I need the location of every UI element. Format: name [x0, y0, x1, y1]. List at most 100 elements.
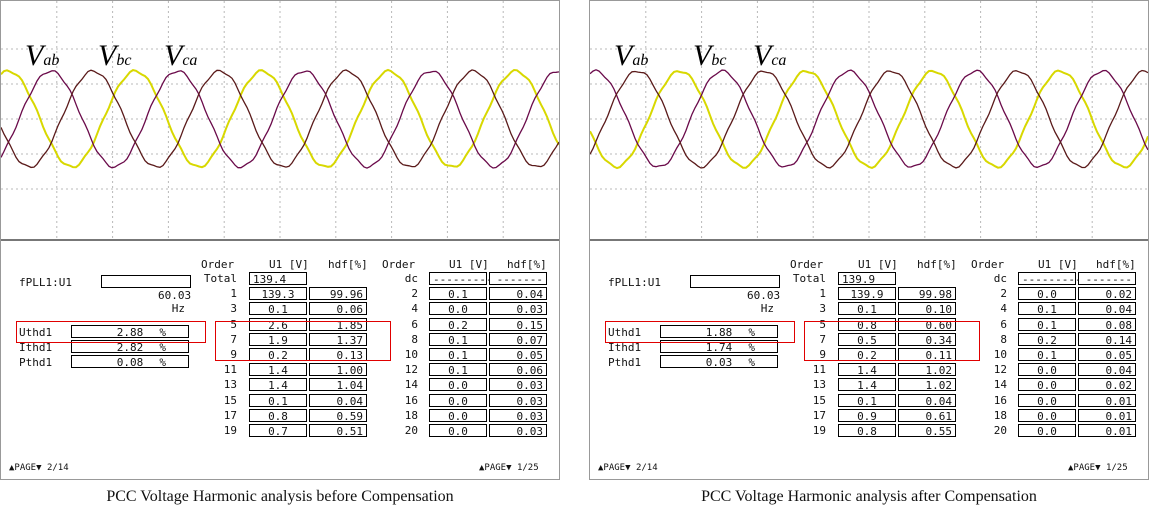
harmonic-u-cell: 0.0: [1018, 363, 1076, 377]
harmonic-u-cell: 0.2: [1018, 332, 1076, 347]
harmonic-u-cell: 1.4: [249, 363, 307, 377]
harmonic-hdf-cell: 0.04: [1078, 363, 1136, 377]
harmonic-u-cell: 0.0: [429, 393, 487, 408]
harmonic-order: 3: [230, 302, 237, 316]
freq-value: 60.03: [746, 289, 781, 302]
series-line-v-bc: [1, 70, 559, 169]
page-right[interactable]: ▲PAGE▼ 1/25: [1068, 463, 1128, 473]
harmonic-u-cell: 0.1: [1018, 317, 1076, 332]
col-hdf-right: hdf[%]: [1096, 258, 1136, 271]
harmonic-hdf-cell: 0.03: [489, 302, 547, 316]
label-vbc: Vbc: [693, 39, 727, 72]
uthd-label: Uthd1: [19, 326, 53, 339]
analysis-panel-before: Vab Vbc Vca fPLL1:U1 60.03 Hz Uthd1 2.88…: [0, 0, 560, 513]
ithd-box: 2.82%: [71, 340, 189, 354]
page-left-num: 2/14: [46, 463, 69, 473]
harmonic-order: 1: [819, 287, 826, 301]
pthd-value: 0.03: [705, 356, 733, 369]
harmonic-u-cell: 0.0: [1018, 287, 1076, 301]
harmonic-u-cell: 0.1: [838, 393, 896, 408]
uthd-unit: %: [748, 326, 755, 339]
series-line-v-ab: [590, 69, 1148, 170]
label-vca: Vca: [164, 39, 198, 72]
measurement-area: fPLL1:U1 60.03 Hz Uthd1 2.88% Ithd1 2.82…: [1, 241, 559, 479]
harmonic-hdf-cell: 0.59: [309, 408, 367, 423]
harmonic-u-cell: 0.5: [838, 332, 896, 347]
harmonic-hdf-cell: 0.04: [489, 287, 547, 301]
page-left-text: PAGE: [603, 463, 626, 473]
harmonic-order: 20: [404, 424, 418, 437]
pthd-box: 0.03%: [660, 355, 778, 369]
harmonic-hdf-cell: 0.03: [489, 408, 547, 423]
harmonic-hdf-cell: 0.06: [309, 302, 367, 316]
harmonic-u-cell: 0.7: [249, 424, 307, 438]
harmonic-u-cell: 0.1: [429, 287, 487, 301]
page-right-num: 1/25: [516, 463, 539, 473]
harmonic-hdf-cell: -------: [1078, 272, 1136, 286]
harmonic-u-cell: 0.0: [1018, 378, 1076, 392]
freq-value-box: 60.03 Hz: [690, 275, 780, 315]
col-u-left: U1 [V]: [858, 258, 898, 271]
harmonic-u-cell: 0.8: [838, 424, 896, 438]
page-left[interactable]: ▲PAGE▼ 2/14: [9, 463, 69, 473]
harmonic-order: 13: [812, 378, 826, 392]
freq-unit: Hz: [760, 302, 774, 315]
page-right-text: PAGE: [484, 463, 507, 473]
harmonic-order: 14: [993, 378, 1007, 392]
harmonic-hdf-cell: 0.51: [309, 424, 367, 438]
harmonic-hdf-cell: -------: [489, 272, 547, 286]
harmonic-order: 18: [993, 408, 1007, 422]
harmonic-u-cell: 0.1: [249, 393, 307, 408]
harmonic-u-cell: 139.3: [249, 287, 307, 301]
harmonic-u-cell: 0.0: [1018, 408, 1076, 423]
harmonic-order: 20: [993, 424, 1007, 437]
pthd-unit: %: [748, 356, 755, 369]
harmonic-u-cell: 0.2: [249, 348, 307, 362]
harmonic-order: 19: [223, 424, 237, 437]
col-order-right: Order: [971, 258, 1005, 271]
harmonic-order: 8: [1000, 332, 1007, 346]
harmonic-order: 14: [404, 378, 418, 392]
page-left[interactable]: ▲PAGE▼ 2/14: [598, 463, 658, 473]
harmonic-hdf-cell: 0.02: [1078, 378, 1136, 392]
col-u-right: U1 [V]: [1038, 258, 1078, 271]
series-line-v-ca: [590, 69, 1148, 169]
col-order-left: Order: [790, 258, 824, 271]
harmonic-order: 10: [993, 348, 1007, 361]
harmonic-u-cell: 0.1: [249, 302, 307, 316]
harmonic-order: dc: [993, 272, 1007, 285]
harmonic-order: 15: [812, 393, 826, 407]
harmonic-order: 12: [404, 363, 418, 377]
harmonic-order: 2: [1000, 287, 1007, 301]
harmonic-u-cell: 0.1: [429, 363, 487, 377]
harmonic-u-cell: 139.4: [249, 272, 307, 286]
harmonic-order: 18: [404, 408, 418, 422]
ithd-unit: %: [748, 341, 755, 354]
harmonic-hdf-cell: 0.61: [898, 408, 956, 423]
ithd-value: 2.82: [116, 341, 144, 354]
harmonic-hdf-cell: 0.55: [898, 424, 956, 438]
highlight-h5-h7: [804, 321, 980, 361]
harmonic-order: 7: [230, 332, 237, 346]
harmonic-hdf-cell: 99.98: [898, 287, 956, 301]
harmonic-hdf-cell: 99.96: [309, 287, 367, 301]
harmonic-order: 19: [812, 424, 826, 437]
analyzer-screen: Vab Vbc Vca fPLL1:U1 60.03 Hz Uthd1 1.88…: [589, 0, 1149, 480]
harmonic-order: 5: [230, 317, 237, 331]
harmonic-hdf-cell: 0.06: [489, 363, 547, 377]
col-hdf-left: hdf[%]: [917, 258, 957, 271]
harmonic-hdf-cell: 0.05: [1078, 348, 1136, 362]
harmonic-hdf-cell: 0.02: [1078, 287, 1136, 301]
freq-label: fPLL1:U1: [608, 276, 661, 289]
harmonic-hdf-cell: 0.07: [489, 332, 547, 347]
harmonic-hdf-cell: 0.10: [898, 302, 956, 316]
harmonic-order: 11: [223, 363, 237, 377]
harmonic-order: 15: [223, 393, 237, 407]
page-right[interactable]: ▲PAGE▼ 1/25: [479, 463, 539, 473]
harmonic-u-cell: 0.0: [429, 408, 487, 423]
harmonic-hdf-cell: 0.15: [489, 317, 547, 332]
harmonic-u-cell: ---------: [429, 272, 493, 286]
uthd-box: 1.88%: [660, 325, 778, 339]
screen-divider: [590, 239, 1148, 241]
ithd-unit: %: [159, 341, 166, 354]
